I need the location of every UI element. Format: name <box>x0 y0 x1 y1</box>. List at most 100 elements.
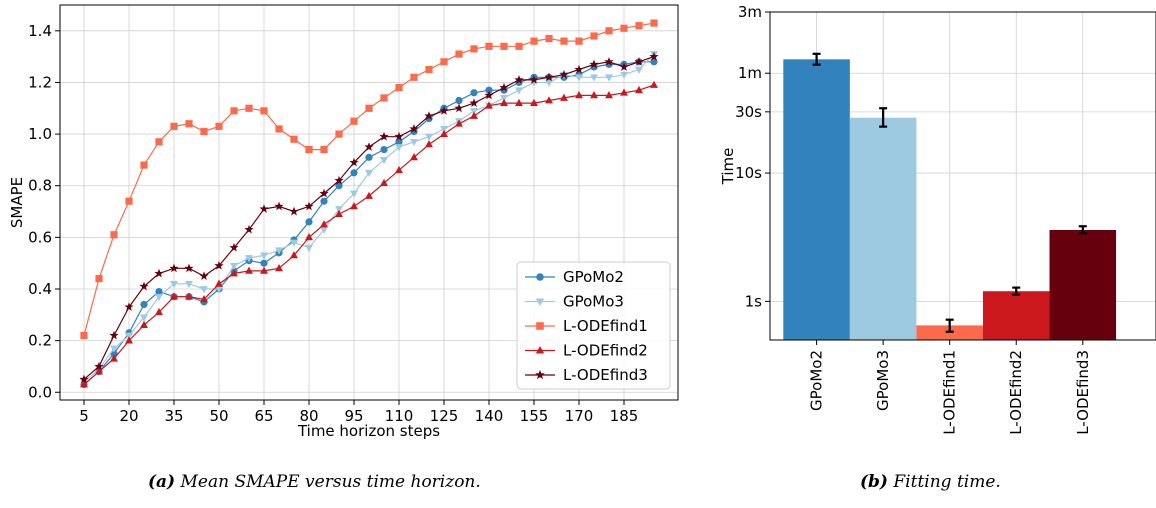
error-bar-l-odefind1 <box>945 318 954 333</box>
data-point-gpomo3 <box>545 79 553 87</box>
legend-label: GPoMo2 <box>563 268 624 286</box>
data-point-l-odefind3 <box>364 142 374 151</box>
series-l-odefind1 <box>80 19 658 340</box>
data-point-l-odefind3 <box>499 82 509 92</box>
x-tick-label: GPoMo2 <box>808 350 826 411</box>
x-tick-label: L-ODEfind3 <box>1074 350 1092 435</box>
data-point-l-odefind1 <box>260 107 268 115</box>
x-tick-label: 5 <box>79 407 89 425</box>
data-point-l-odefind2 <box>185 292 193 300</box>
data-point-l-odefind1 <box>335 130 343 138</box>
error-bar-gpomo3 <box>879 107 888 128</box>
data-point-l-odefind1 <box>350 117 358 125</box>
data-point-l-odefind1 <box>515 42 523 50</box>
error-bar-l-odefind2 <box>1012 286 1021 296</box>
data-point-l-odefind3 <box>649 51 659 61</box>
data-point-l-odefind3 <box>124 302 134 311</box>
data-point-gpomo2 <box>155 287 163 296</box>
data-point-l-odefind1 <box>185 120 193 128</box>
data-point-gpomo3 <box>635 66 643 74</box>
legend-label: L-ODEfind3 <box>563 366 648 384</box>
data-point-l-odefind1 <box>95 275 103 283</box>
data-point-l-odefind1 <box>560 37 568 45</box>
legend-marker <box>535 298 545 307</box>
data-point-l-odefind3 <box>454 103 464 113</box>
data-point-l-odefind1 <box>470 45 478 53</box>
data-point-l-odefind2 <box>215 279 223 287</box>
y-tick-label: 10s <box>735 164 762 182</box>
data-point-l-odefind2 <box>470 111 478 119</box>
y-tick-label: 0.2 <box>28 332 52 350</box>
x-tick-label: 65 <box>254 407 273 425</box>
data-point-l-odefind2 <box>425 140 433 148</box>
data-point-l-odefind3 <box>319 188 329 198</box>
legend-box <box>516 261 671 390</box>
data-point-l-odefind3 <box>154 268 164 278</box>
data-point-gpomo3 <box>275 247 283 255</box>
data-point-l-odefind2 <box>140 320 148 329</box>
data-point-l-odefind3 <box>334 175 344 185</box>
data-point-gpomo3 <box>305 244 313 252</box>
data-point-l-odefind2 <box>605 91 613 99</box>
data-point-gpomo3 <box>410 138 418 147</box>
data-point-gpomo2 <box>470 89 478 97</box>
data-point-gpomo2 <box>260 259 268 267</box>
data-point-l-odefind2 <box>110 354 118 362</box>
caption-b-label: (b) <box>860 472 888 492</box>
data-point-l-odefind3 <box>109 330 119 340</box>
data-point-l-odefind1 <box>425 65 433 74</box>
data-point-gpomo2 <box>650 58 658 66</box>
data-point-l-odefind2 <box>335 209 343 217</box>
data-point-l-odefind1 <box>155 138 163 146</box>
y-tick-label: 3m <box>738 3 762 21</box>
data-point-l-odefind2 <box>410 153 418 161</box>
data-point-l-odefind2 <box>650 80 658 88</box>
caption-a: (a) Mean SMAPE versus time horizon. <box>148 472 481 492</box>
x-tick-label: 20 <box>119 407 138 425</box>
data-point-l-odefind3 <box>484 90 494 100</box>
data-point-gpomo3 <box>575 74 583 82</box>
x-tick-label: 110 <box>385 407 414 425</box>
data-point-l-odefind1 <box>275 125 283 133</box>
data-point-gpomo3 <box>380 157 388 165</box>
y-tick-label: 0.6 <box>28 228 52 246</box>
legend-label: GPoMo3 <box>563 293 624 311</box>
data-point-gpomo3 <box>350 190 358 198</box>
data-point-l-odefind2 <box>575 91 583 99</box>
data-point-l-odefind2 <box>530 98 538 106</box>
data-point-l-odefind3 <box>469 98 479 108</box>
x-axis-label: Time horizon steps <box>297 422 440 440</box>
data-point-gpomo3 <box>320 226 328 234</box>
data-point-gpomo3 <box>290 239 298 247</box>
data-point-gpomo3 <box>620 71 628 80</box>
x-tick-label: 80 <box>299 407 318 425</box>
data-point-l-odefind1 <box>140 161 148 169</box>
data-point-l-odefind1 <box>290 135 298 143</box>
data-point-l-odefind3 <box>259 204 269 213</box>
data-point-l-odefind1 <box>410 73 418 81</box>
data-point-l-odefind3 <box>634 56 644 66</box>
y-tick-label: 1.2 <box>28 73 52 91</box>
data-point-l-odefind3 <box>409 124 419 133</box>
x-tick-label: 155 <box>520 407 549 425</box>
data-point-l-odefind2 <box>275 264 283 272</box>
data-point-l-odefind3 <box>139 281 149 291</box>
data-point-l-odefind2 <box>155 307 163 316</box>
data-point-l-odefind2 <box>245 266 253 274</box>
data-point-gpomo3 <box>395 144 403 152</box>
data-point-l-odefind3 <box>289 206 299 216</box>
data-point-l-odefind1 <box>80 331 88 340</box>
data-point-gpomo3 <box>590 74 598 82</box>
data-point-l-odefind3 <box>169 263 179 273</box>
data-point-gpomo2 <box>485 86 493 94</box>
data-point-l-odefind1 <box>530 37 538 45</box>
data-point-l-odefind2 <box>395 165 403 174</box>
data-point-gpomo3 <box>110 345 118 353</box>
data-point-gpomo2 <box>320 197 328 205</box>
data-point-l-odefind2 <box>125 336 133 344</box>
data-point-gpomo3 <box>440 126 448 134</box>
data-point-l-odefind3 <box>559 69 569 79</box>
plot-frame <box>769 11 1156 341</box>
bar-gpomo3 <box>849 117 917 340</box>
